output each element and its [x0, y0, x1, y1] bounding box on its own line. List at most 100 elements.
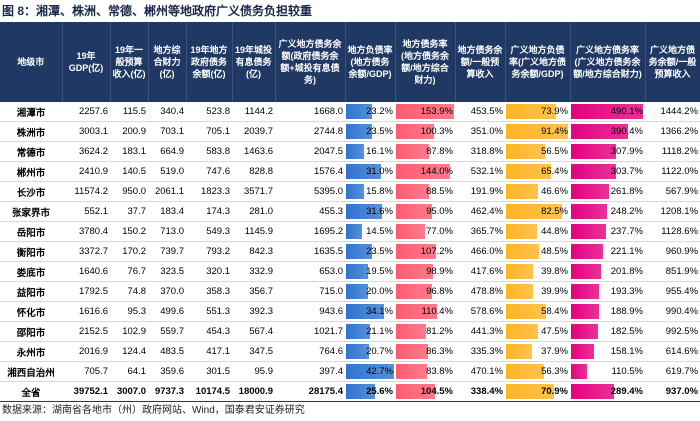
- cell-value: 37.7: [127, 206, 147, 217]
- cell: 549.3: [186, 221, 232, 242]
- cell-value: 3624.2: [78, 146, 108, 157]
- cell-value: 86.3%: [426, 346, 453, 357]
- cell-value: 466.0%: [470, 246, 503, 257]
- data-bar: [571, 224, 606, 239]
- data-bar: [396, 224, 425, 239]
- data-bar: [571, 364, 588, 379]
- cell: 16.1%: [345, 141, 395, 162]
- cell-value: 318.8%: [470, 146, 503, 157]
- cell-value: 47.5%: [541, 326, 568, 337]
- cell: 81.2%: [395, 321, 455, 342]
- cell: 441.3%: [455, 321, 505, 342]
- cell-value: 1668.0: [313, 106, 343, 117]
- cell: 990.4%: [645, 301, 700, 322]
- cell: 65.4%: [505, 161, 570, 182]
- data-bar: [396, 204, 432, 219]
- cell: 323.5: [148, 261, 186, 282]
- cell: 174.3: [186, 201, 232, 222]
- table-row: 湘西自治州 705.7 64.1 359.6 301.5 95.9 397.4 42.7% 83…: [0, 361, 700, 382]
- data-bar: [506, 264, 534, 279]
- cell: 144.0%: [395, 161, 455, 182]
- cell-value: 1576.4: [313, 166, 343, 177]
- cell: 462.4%: [455, 201, 505, 222]
- cell-value: 23.5%: [366, 246, 393, 257]
- cell: 764.6: [275, 341, 345, 362]
- cell: 793.2: [186, 241, 232, 262]
- cell-value: 100.3%: [420, 126, 453, 137]
- cell: 3624.2: [62, 141, 110, 162]
- cell-value: 20.0%: [366, 286, 393, 297]
- cell: 1695.2: [275, 221, 345, 242]
- cell: 370.0: [148, 281, 186, 302]
- cell-value: 73.9%: [541, 106, 568, 117]
- region-name: 衡阳市: [0, 241, 62, 262]
- cell: 1145.9: [232, 221, 275, 242]
- cell-value: 943.6: [319, 306, 343, 317]
- cell: 739.7: [148, 241, 186, 262]
- cell: 1444.2%: [645, 102, 700, 122]
- cell: 183.4: [148, 201, 186, 222]
- cell: 303.7%: [570, 161, 645, 182]
- cell-value: 2039.7: [243, 126, 273, 137]
- cell: 1668.0: [275, 102, 345, 122]
- data-bar: [396, 344, 429, 359]
- cell: 340.4: [148, 102, 186, 122]
- data-bar: [506, 284, 534, 299]
- cell: 150.2: [110, 221, 148, 242]
- cell-value: 705.1: [206, 126, 230, 137]
- cell: 455.3: [275, 201, 345, 222]
- cell-value: 851.9%: [665, 266, 698, 277]
- cell-value: 1366.2%: [660, 126, 698, 137]
- cell: 31.0%: [345, 161, 395, 182]
- data-bar: [506, 184, 538, 199]
- cell: 335.3%: [455, 341, 505, 362]
- cell-value: 150.2: [122, 226, 146, 237]
- cell-value: 46.6%: [541, 186, 568, 197]
- cell: 23.5%: [345, 241, 395, 262]
- cell-value: 95.3: [127, 306, 147, 317]
- cell-value: 2744.8: [313, 126, 343, 137]
- cell-value: 1635.5: [313, 246, 343, 257]
- cell: 95.0%: [395, 201, 455, 222]
- cell: 182.5%: [570, 321, 645, 342]
- cell: 2744.8: [275, 121, 345, 142]
- cell-value: 619.7%: [665, 366, 698, 377]
- cell-value: 1640.6: [78, 266, 108, 277]
- cell-value: 183.1: [122, 146, 146, 157]
- cell: 359.6: [148, 361, 186, 382]
- cell: 937.0%: [645, 381, 700, 402]
- cell: 191.9%: [455, 181, 505, 202]
- cell-value: 95.9: [254, 366, 274, 377]
- cell: 98.9%: [395, 261, 455, 282]
- region-name: 怀化市: [0, 301, 62, 322]
- cell: 37.7: [110, 201, 148, 222]
- data-bar: [506, 304, 546, 319]
- cell-value: 23.2%: [366, 106, 393, 117]
- cell-value: 340.4: [160, 106, 184, 117]
- cell-value: 42.7%: [366, 366, 393, 377]
- region-name: 常德市: [0, 141, 62, 162]
- column-header: 19年GDP(亿): [62, 22, 111, 102]
- cell-value: 170.2: [122, 246, 146, 257]
- cell-value: 567.4: [249, 326, 273, 337]
- cell: 23.5%: [345, 121, 395, 142]
- cell: 301.5: [186, 361, 232, 382]
- cell: 96.8%: [395, 281, 455, 302]
- cell: 703.1: [148, 121, 186, 142]
- cell: 1366.2%: [645, 121, 700, 142]
- cell: 397.4: [275, 361, 345, 382]
- cell: 248.2%: [570, 201, 645, 222]
- cell: 107.2%: [395, 241, 455, 262]
- cell-value: 552.1: [84, 206, 108, 217]
- cell: 9737.3: [148, 381, 186, 402]
- cell-value: 115.5: [122, 106, 146, 117]
- data-bar: [571, 104, 643, 119]
- cell: 583.8: [186, 141, 232, 162]
- cell: 2047.5: [275, 141, 345, 162]
- data-bar: [506, 224, 537, 239]
- table-row: 郴州市 2410.9 140.5 519.0 747.6 828.8 1576.4 31.0%…: [0, 161, 700, 182]
- cell: 1122.0%: [645, 161, 700, 182]
- cell-value: 124.4: [122, 346, 146, 357]
- cell-value: 960.9%: [665, 246, 698, 257]
- table-body: 湘潭市 2257.6 115.5 340.4 523.8 1144.2 1668.0 23.2…: [0, 102, 700, 402]
